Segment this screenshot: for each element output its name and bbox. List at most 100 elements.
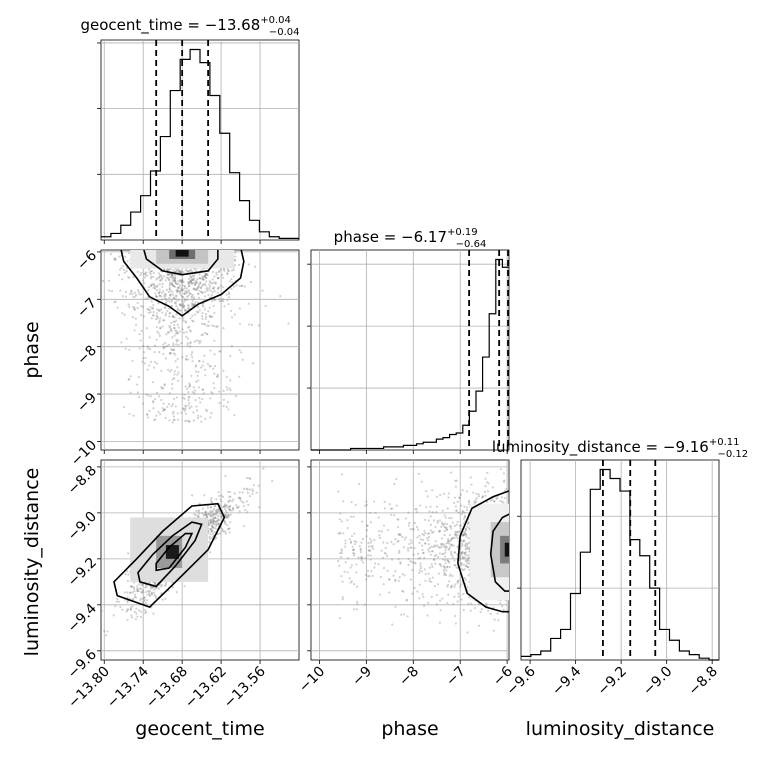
scatter-point bbox=[433, 558, 436, 561]
scatter-point bbox=[188, 419, 191, 423]
scatter-point bbox=[136, 587, 139, 590]
scatter-point bbox=[160, 387, 164, 390]
scatter-point bbox=[205, 276, 208, 280]
scatter-point bbox=[172, 315, 175, 318]
scatter-point bbox=[204, 290, 207, 294]
scatter-point bbox=[410, 546, 413, 549]
scatter-point bbox=[373, 566, 376, 569]
scatter-point bbox=[133, 595, 136, 598]
scatter-point bbox=[218, 269, 221, 272]
scatter-point bbox=[195, 370, 198, 373]
scatter-point bbox=[216, 532, 219, 536]
scatter-point bbox=[148, 347, 152, 351]
scatter-point bbox=[139, 610, 142, 613]
scatter-point bbox=[431, 531, 434, 534]
scatter-point bbox=[434, 545, 437, 548]
scatter-point bbox=[192, 386, 195, 389]
scatter-point bbox=[206, 506, 209, 509]
scatter-point bbox=[427, 572, 430, 575]
scatter-point bbox=[348, 538, 351, 541]
scatter-point bbox=[138, 395, 141, 399]
scatter-point bbox=[101, 609, 104, 612]
scatter-point bbox=[343, 570, 346, 573]
scatter-point bbox=[209, 528, 212, 531]
scatter-point bbox=[466, 554, 469, 557]
contour-lines bbox=[113, 250, 509, 613]
scatter-point bbox=[422, 595, 425, 599]
scatter-point bbox=[108, 279, 111, 282]
scatter-point bbox=[152, 407, 155, 410]
scatter-point bbox=[177, 343, 180, 347]
scatter-point bbox=[247, 503, 250, 507]
scatter-point bbox=[444, 516, 447, 519]
scatter-point bbox=[190, 405, 193, 408]
scatter-point bbox=[464, 542, 468, 545]
scatter-point bbox=[141, 583, 144, 586]
scatter-point bbox=[189, 317, 192, 320]
scatter-point bbox=[131, 292, 134, 295]
scatter-point bbox=[141, 600, 144, 604]
scatter-point bbox=[456, 580, 459, 583]
scatter-point bbox=[200, 290, 203, 293]
scatter-point bbox=[418, 534, 421, 537]
scatter-point bbox=[175, 289, 178, 292]
scatter-point bbox=[144, 356, 147, 359]
scatter-point bbox=[240, 284, 243, 288]
scatter-point bbox=[173, 377, 176, 380]
scatter-point bbox=[179, 270, 182, 274]
contour-line bbox=[120, 250, 245, 317]
scatter-point bbox=[206, 289, 209, 292]
scatter-point bbox=[184, 299, 187, 302]
scatter-point bbox=[430, 580, 433, 583]
scatter-point bbox=[175, 343, 178, 346]
scatter-point bbox=[181, 278, 184, 281]
scatter-point bbox=[227, 505, 230, 509]
scatter-point bbox=[428, 510, 431, 513]
scatter-point bbox=[443, 525, 446, 528]
contour-line bbox=[143, 250, 219, 276]
scatter-point bbox=[122, 264, 125, 268]
scatter-point bbox=[499, 499, 502, 502]
scatter-point bbox=[187, 285, 191, 288]
scatter-point bbox=[191, 274, 194, 278]
scatter-point bbox=[378, 530, 381, 533]
scatter-point bbox=[174, 405, 177, 408]
scatter-point bbox=[430, 550, 433, 553]
scatter-point bbox=[338, 518, 341, 521]
scatter-point bbox=[180, 279, 184, 282]
scatter-point bbox=[210, 500, 213, 504]
scatter-point bbox=[211, 515, 215, 518]
scatter-point bbox=[339, 556, 343, 559]
scatter-point bbox=[149, 587, 152, 590]
scatter-point bbox=[146, 413, 149, 416]
scatter-point bbox=[371, 574, 374, 578]
scatter-point bbox=[264, 304, 267, 308]
scatter-point bbox=[191, 305, 194, 308]
scatter-point bbox=[193, 313, 197, 316]
scatter-point bbox=[466, 562, 469, 565]
scatter-point bbox=[438, 621, 441, 624]
scatter-point bbox=[185, 354, 188, 358]
scatter-point bbox=[495, 497, 498, 500]
scatter-point bbox=[400, 613, 403, 616]
scatter-point bbox=[172, 269, 175, 272]
scatter-point bbox=[151, 307, 154, 310]
scatter-point bbox=[221, 527, 224, 530]
scatter-point bbox=[366, 575, 370, 578]
scatter-point bbox=[208, 315, 211, 318]
scatter-point bbox=[483, 490, 486, 494]
scatter-point bbox=[172, 418, 175, 421]
scatter-point bbox=[163, 294, 166, 297]
scatter-point bbox=[184, 309, 187, 312]
scatter-point bbox=[455, 523, 458, 526]
scatter-point bbox=[175, 313, 178, 316]
scatter-point bbox=[460, 567, 463, 570]
scatter-point bbox=[445, 526, 448, 530]
scatter-point bbox=[467, 541, 470, 545]
scatter-point bbox=[214, 520, 217, 523]
scatter-point bbox=[200, 286, 203, 289]
scatter-point bbox=[163, 306, 167, 309]
scatter-point bbox=[203, 494, 206, 497]
scatter-point bbox=[377, 516, 380, 519]
scatter-point bbox=[226, 299, 229, 302]
